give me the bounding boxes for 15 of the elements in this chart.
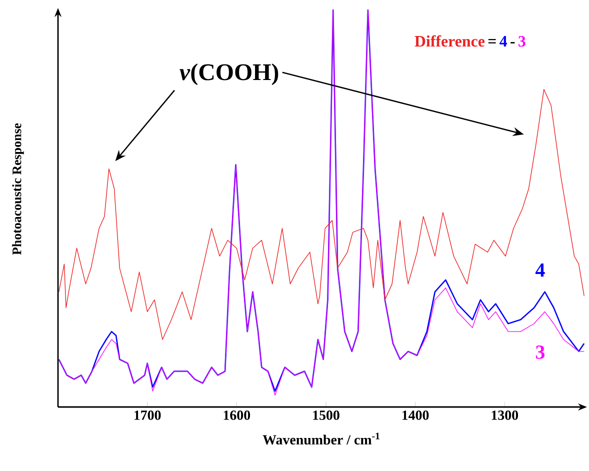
x-axis-title: Wavenumber / cm$^{-1}$	[262, 432, 380, 445]
x-tick-label: 1500	[313, 410, 340, 420]
annotation: -	[510, 42, 515, 44]
y-axis-title: Photoacoustic Response	[12, 123, 24, 255]
text: 3	[518, 36, 526, 47]
x-tick-label: 1600	[224, 410, 250, 420]
series-label: 3	[536, 346, 544, 359]
annotation: =	[488, 39, 496, 44]
x-tick-label: 1400	[402, 410, 429, 420]
text: Difference	[414, 35, 485, 47]
annotation: ν(COOH)	[180, 63, 278, 86]
text: 4	[500, 36, 508, 46]
x-tick-label: 1300	[492, 410, 518, 420]
x-tick-label: 1700	[134, 410, 161, 420]
series-label: 4	[535, 263, 545, 277]
